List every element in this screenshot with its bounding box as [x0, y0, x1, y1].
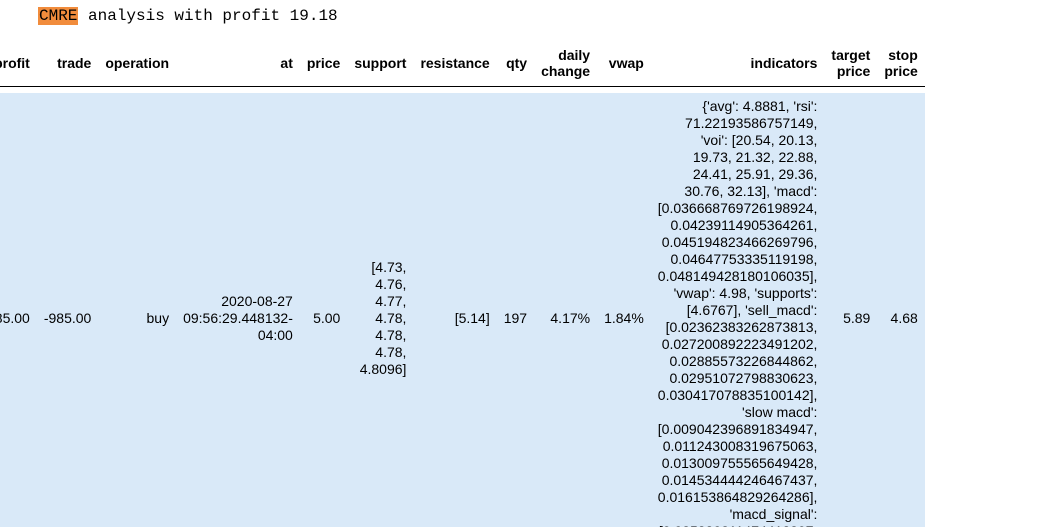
cell-text-line: 04:00	[257, 327, 293, 343]
cell-at: 2020-08-27 09:56:29.448132- 04:00	[176, 92, 300, 527]
trades-table: profittradeoperationatpricesupportresist…	[0, 40, 925, 527]
cell-text-line: [0.025880211474412397,	[658, 523, 818, 527]
column-header-label: vwap	[608, 54, 644, 71]
analysis-heading: CMRE analysis with profit 19.18	[38, 6, 338, 26]
cell-text-line: 4.68	[890, 310, 918, 326]
column-header-label: operation	[105, 54, 170, 71]
cell-vwap: 1.84%	[597, 92, 651, 527]
column-header-label: price	[306, 54, 341, 71]
cell-text-line: [0.009042396891834947,	[657, 420, 818, 437]
cell-text-line: [4.73,	[371, 259, 407, 275]
cell-qty: 197	[496, 92, 535, 527]
cell-text-line: 09:56:29.448132-	[183, 310, 293, 326]
cell-text-line: 19.73, 21.32, 22.88,	[692, 148, 818, 165]
cell-text-line: 985.00	[0, 310, 30, 326]
cell-text-line: 24.41, 25.91, 29.36,	[692, 165, 818, 182]
cell-text-line: 4.17%	[550, 310, 591, 326]
column-header-profit: profit	[0, 40, 37, 87]
analysis-heading-text: analysis with profit 19.18	[78, 7, 338, 25]
cell-text-line: 4.78,	[375, 310, 407, 326]
cell-trade: -985.00	[36, 92, 99, 527]
trades-table-container[interactable]: profittradeoperationatpricesupportresist…	[0, 40, 1064, 527]
table-spacer	[0, 86, 925, 93]
column-header-label: price	[836, 62, 871, 79]
cell-text-line: 5.00	[313, 310, 341, 326]
cell-target-price: 5.89	[824, 92, 878, 527]
cell-text-line: 71.22193586757149,	[685, 114, 818, 131]
cell-text-line: 0.02951072798830623,	[669, 369, 818, 386]
cell-text-line: 0.04239114905364261,	[670, 216, 818, 233]
column-header-label: qty	[506, 54, 528, 71]
cell-text-line: 'voi': [20.54, 20.13,	[700, 131, 818, 148]
table-row: 985.00 -985.00 buy 2020-08-2709:56:29.44813…	[0, 92, 925, 527]
table-header-row: profittradeoperationatpricesupportresist…	[0, 40, 925, 87]
cell-indicators: {'avg': 4.8881, 'rsi': 71.22193586757149,…	[650, 92, 825, 527]
cell-text-line: 0.011243008319675063,	[662, 437, 818, 454]
column-header-vwap: vwap	[597, 40, 651, 87]
cell-text-line: 4.78,	[375, 344, 407, 360]
column-header-label: support	[354, 54, 407, 71]
cell-text-line: 0.045194823466269796,	[661, 233, 818, 250]
column-header-price: price	[299, 40, 348, 87]
cell-text-line: 2020-08-27	[221, 293, 293, 309]
cell-text-line: 0.048149428180106035],	[657, 267, 818, 284]
cell-text-line: {'avg': 4.8881, 'rsi':	[702, 97, 818, 114]
cell-text-line: 4.8096]	[359, 361, 407, 377]
column-header-label: trade	[57, 54, 92, 71]
column-header-daily-change: daily change	[534, 40, 598, 87]
cell-text-line: 1.84%	[604, 310, 644, 326]
cell-text-line: 0.02885573226844862,	[669, 352, 818, 369]
cell-text-line: 4.78,	[375, 327, 407, 343]
column-header-label: stop	[888, 46, 918, 63]
column-header-stop-price: stop price	[877, 40, 925, 87]
cell-text-line: 'macd_signal':	[729, 505, 818, 522]
cell-text-line: 4.77,	[375, 293, 407, 309]
column-header-operation: operation	[98, 40, 177, 87]
column-header-label: resistance	[420, 54, 490, 71]
cell-text-line: 0.027200892223491202,	[661, 335, 818, 352]
column-header-resistance: resistance	[413, 40, 497, 87]
column-header-label: target	[831, 46, 871, 63]
cell-text-line: [0.036668769726198924,	[657, 199, 818, 216]
cell-text-line: 'vwap': 4.98, 'supports':	[673, 284, 818, 301]
column-header-at: at	[176, 40, 300, 87]
cell-text-line: 4.76,	[375, 276, 407, 292]
column-header-label: profit	[0, 54, 30, 71]
column-header-qty: qty	[496, 40, 535, 87]
cell-text-line: [4.6767], 'sell_macd':	[686, 301, 818, 318]
cell-daily-change: 4.17%	[534, 92, 598, 527]
cell-text-line: 0.016153864829264286],	[657, 488, 818, 505]
column-header-target-price: target price	[824, 40, 878, 87]
cell-stop-price: 4.68	[877, 92, 925, 527]
cell-text-line: buy	[146, 310, 170, 326]
cell-text-line: [0.02362383262873813,	[665, 318, 818, 335]
cell-text-line: 0.030417078835100142],	[657, 386, 818, 403]
ticker-symbol: CMRE	[38, 7, 79, 25]
cell-text-line: 30.76, 32.13], 'macd':	[684, 182, 818, 199]
cell-support: [4.73, 4.76, 4.77, 4.78, 4.78, 4.78, 4.8096]	[347, 92, 414, 527]
cell-profit: 985.00	[0, 92, 37, 527]
cell-text-line: 0.013009755565649428,	[661, 454, 818, 471]
column-header-label: daily	[558, 46, 591, 63]
column-header-label: price	[884, 62, 918, 79]
column-header-support: support	[347, 40, 414, 87]
column-header-label: change	[541, 62, 591, 79]
column-header-indicators: indicators	[650, 40, 825, 87]
cell-text-line: 0.04647753335119198,	[670, 250, 818, 267]
cell-resistance: [5.14]	[413, 92, 497, 527]
cell-text-line: [5.14]	[454, 310, 490, 326]
cell-text-line: 197	[503, 310, 528, 326]
cell-text-line: 5.89	[843, 310, 871, 326]
cell-price: 5.00	[299, 92, 348, 527]
cell-text-line: -985.00	[43, 310, 92, 326]
column-header-label: indicators	[750, 54, 818, 71]
column-header-label: at	[280, 54, 293, 71]
column-header-trade: trade	[36, 40, 99, 87]
cell-text-line: 'slow macd':	[742, 403, 818, 420]
cell-operation: buy	[98, 92, 177, 527]
cell-text-line: 0.014534444246467437,	[661, 471, 818, 488]
